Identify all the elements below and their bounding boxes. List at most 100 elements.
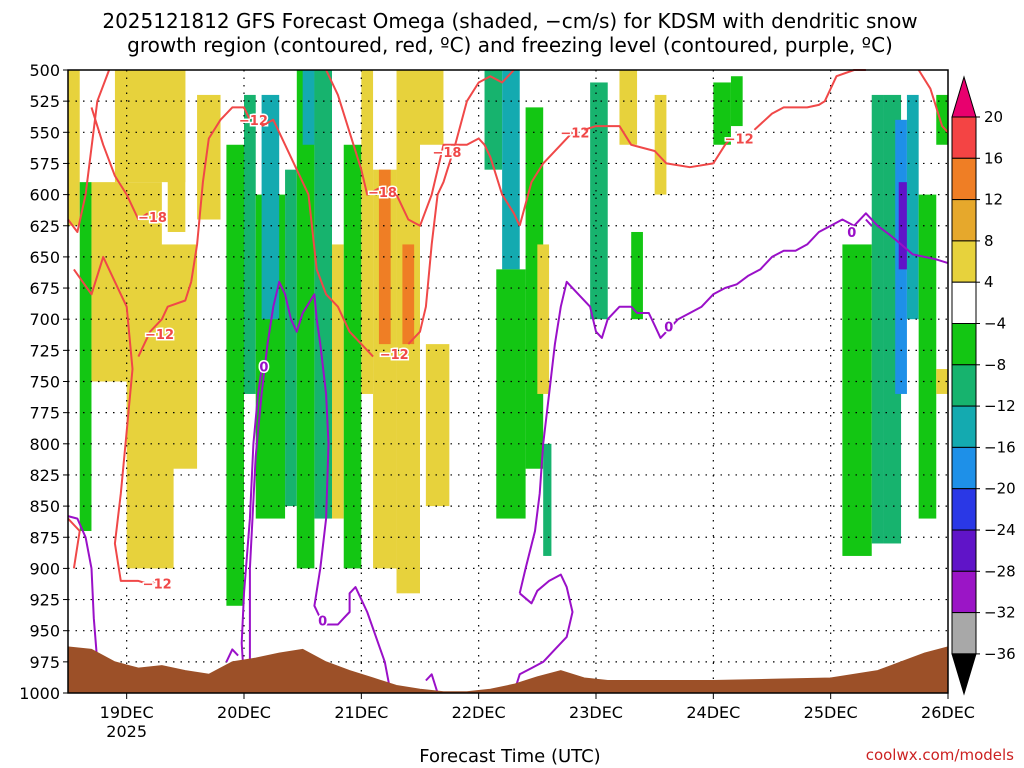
dgz-contour — [67, 69, 111, 233]
omega-cell — [842, 244, 872, 556]
y-tick-label: 925 — [29, 591, 60, 610]
colorbar-label: −8 — [984, 356, 1006, 374]
dgz-contour — [137, 281, 193, 358]
colorbar: 20 16 12 8 4 −4 −8 −12 −16 −20 −24 −28 −32 −36 — [951, 75, 1016, 696]
omega-cell — [906, 94, 919, 320]
dgz-contour — [73, 255, 157, 586]
y-tick-label: 1000 — [19, 684, 60, 703]
dendritic-growth-contours: −12 −18 −12 −12 −12 −18 −18 −12 −12 — [67, 69, 949, 594]
omega-cell — [68, 70, 80, 226]
colorbar-label: −36 — [984, 645, 1016, 663]
colorbar-label: −4 — [984, 315, 1006, 333]
omega-cell — [332, 244, 344, 519]
colorbar-label: 12 — [984, 191, 1003, 209]
omega-cell — [871, 94, 884, 544]
dgz-contour — [407, 69, 515, 345]
omega-cell — [918, 194, 937, 519]
colorbar-label: −24 — [984, 521, 1016, 539]
dgz-contour — [395, 137, 521, 227]
omega-cell — [590, 82, 608, 320]
x-tick-sublabel: 2025 — [106, 722, 147, 741]
chart-title-line-1: 2025121812 GFS Forecast Omega (shaded, −… — [102, 9, 917, 33]
y-tick-label: 675 — [29, 279, 60, 298]
omega-cell — [898, 182, 907, 270]
y-tick-label: 575 — [29, 154, 60, 173]
freezing-level-contour-label: 0 — [318, 615, 327, 630]
omega-cell — [361, 70, 374, 394]
freezing-level-contour — [518, 212, 949, 594]
colorbar-label: −16 — [984, 438, 1016, 456]
freezing-level-contour — [248, 280, 392, 694]
dgz-contour — [325, 69, 380, 196]
y-tick-label: 550 — [29, 123, 60, 142]
colorbar-box — [951, 323, 977, 366]
x-tick-label: 22DEC — [452, 703, 506, 722]
colorbar-box — [951, 157, 977, 201]
omega-cell — [420, 70, 444, 145]
omega-cell — [378, 169, 391, 345]
x-tick-label: 25DEC — [804, 703, 858, 722]
y-tick-label: 700 — [29, 310, 60, 329]
y-tick-label: 750 — [29, 373, 60, 392]
colorbar-label: −32 — [984, 604, 1016, 622]
colorbar-label: −12 — [984, 397, 1016, 415]
colorbar-box — [951, 488, 977, 531]
freezing-level-contour — [425, 673, 439, 694]
colorbar-box — [951, 199, 977, 242]
colorbar-bottom-triangle — [951, 653, 977, 696]
dgz-contour — [583, 125, 732, 169]
colorbar-box — [951, 446, 977, 490]
colorbar-box — [951, 405, 977, 448]
dgz-contour-label: −12 — [560, 126, 589, 141]
omega-cell — [314, 70, 332, 519]
omega-cell — [285, 169, 297, 507]
dgz-contour-label: −18 — [138, 211, 167, 226]
colorbar-label: 20 — [984, 108, 1003, 126]
chart-title-line-2: growth region (contoured, red, ºC) and f… — [127, 33, 893, 57]
dgz-contour — [190, 106, 251, 282]
omega-cell — [244, 94, 256, 394]
omega-cell — [496, 269, 526, 519]
x-tick-label: 21DEC — [334, 703, 388, 722]
omega-cell — [936, 369, 948, 394]
freezing-level-contour-label: 0 — [259, 361, 268, 376]
omega-cell — [150, 244, 198, 469]
dgz-contour-label: −18 — [432, 146, 461, 161]
dgz-contour — [67, 517, 81, 569]
y-tick-label: 525 — [29, 92, 60, 111]
dgz-contour-label: −12 — [380, 348, 409, 363]
terrain-ground-fill — [67, 646, 949, 694]
dgz-contour — [917, 69, 949, 133]
omega-cell — [402, 244, 415, 345]
colorbar-box — [951, 240, 977, 283]
omega-cell — [484, 70, 503, 170]
freezing-level-contour — [865, 218, 873, 227]
omega-cell — [631, 231, 643, 320]
dgz-contour-label: −12 — [725, 133, 754, 148]
credit-text: coolwx.com/models — [866, 746, 1014, 764]
y-tick-label: 600 — [29, 186, 60, 205]
colorbar-label: −20 — [984, 480, 1016, 498]
dgz-contour-label: −12 — [239, 114, 268, 129]
omega-cell — [619, 70, 638, 145]
freezing-level-contour — [225, 648, 239, 663]
dgz-contour-label: −18 — [368, 186, 397, 201]
dgz-contour — [90, 107, 149, 221]
y-tick-label: 800 — [29, 435, 60, 454]
omega-cell — [226, 144, 244, 606]
colorbar-label: 4 — [984, 273, 994, 291]
colorbar-box — [951, 281, 977, 325]
omega-cell — [261, 94, 280, 320]
y-tick-label: 725 — [29, 341, 60, 360]
y-tick-label: 950 — [29, 622, 60, 641]
dgz-contour-label: −12 — [143, 577, 172, 592]
y-tick-label: 975 — [29, 653, 60, 672]
omega-cell — [502, 70, 520, 270]
dgz-contour — [518, 131, 574, 227]
x-tick-label: 26DEC — [921, 703, 975, 722]
freezing-level-contour — [240, 368, 263, 681]
colorbar-box — [951, 612, 977, 655]
y-tick-label: 775 — [29, 404, 60, 423]
freezing-level-contour — [67, 515, 99, 662]
x-tick-label: 24DEC — [686, 703, 740, 722]
